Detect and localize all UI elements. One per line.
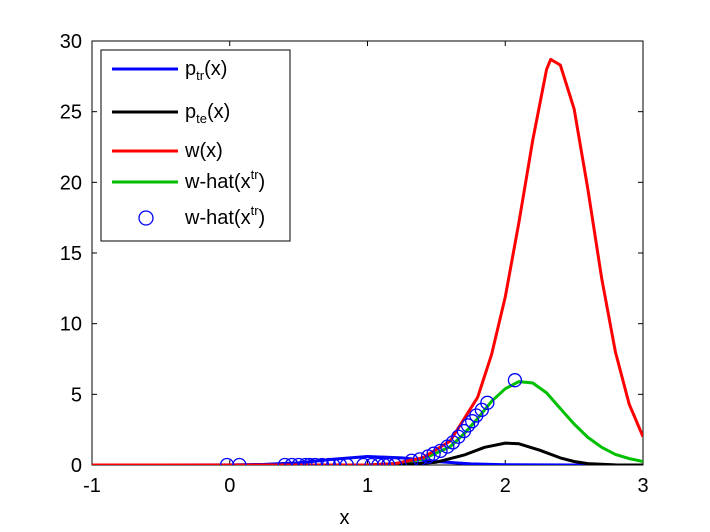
y-tick-label: 10: [60, 314, 82, 336]
data-point: [387, 457, 403, 465]
data-point: [298, 457, 313, 465]
data-point: [376, 457, 392, 465]
legend-label: pte(x): [185, 101, 230, 126]
legend-label: ptr(x): [185, 58, 227, 83]
series-line-pte: [92, 441, 643, 465]
x-tick-label: 2: [500, 475, 511, 497]
data-point: [232, 457, 247, 465]
data-point: [381, 457, 396, 465]
data-point: [469, 408, 484, 423]
legend-label: w-hat(xtr): [184, 203, 265, 229]
x-tick-label: -1: [83, 475, 101, 497]
data-point: [302, 457, 317, 465]
data-point: [433, 443, 448, 459]
data-point: [332, 457, 348, 465]
data-point: [445, 435, 461, 450]
data-point: [371, 457, 386, 465]
legend-label: w-hat(xtr): [184, 167, 265, 193]
x-tick-label: 0: [224, 475, 235, 497]
legend: ptr(x) pte(x) w(x) w-hat(xtr) w-hat(xtr): [100, 49, 291, 242]
data-point: [219, 457, 235, 465]
data-point: [339, 457, 354, 465]
legend-marker: [138, 210, 154, 226]
y-tick-label: 15: [60, 243, 82, 265]
data-point: [308, 457, 323, 465]
plot-area: [92, 57, 643, 465]
y-tick-label: 25: [60, 102, 82, 124]
data-point: [412, 452, 427, 465]
y-tick-label: 20: [60, 172, 82, 194]
x-tick-label: 3: [637, 475, 648, 497]
data-point: [460, 418, 476, 433]
data-point: [325, 457, 341, 465]
y-tick-label: 30: [60, 31, 82, 53]
series-line-what: [92, 380, 643, 465]
x-axis-title: x: [340, 507, 350, 529]
data-point: [404, 453, 419, 465]
data-point: [277, 457, 292, 465]
data-point: [291, 457, 306, 465]
data-point: [480, 395, 495, 410]
series-line-w: [92, 57, 643, 465]
data-point: [321, 457, 337, 465]
x-tick-label: 1: [362, 475, 373, 497]
y-tick-label: 5: [71, 384, 82, 406]
data-point: [507, 373, 523, 388]
y-tick-label: 0: [71, 455, 82, 477]
legend-label: w(x): [184, 140, 223, 162]
data-point: [314, 457, 330, 465]
data-point: [364, 457, 379, 465]
data-point: [426, 446, 441, 461]
legend-box: [100, 49, 291, 242]
data-point: [451, 429, 466, 444]
data-point: [356, 457, 371, 465]
data-point: [284, 457, 299, 465]
